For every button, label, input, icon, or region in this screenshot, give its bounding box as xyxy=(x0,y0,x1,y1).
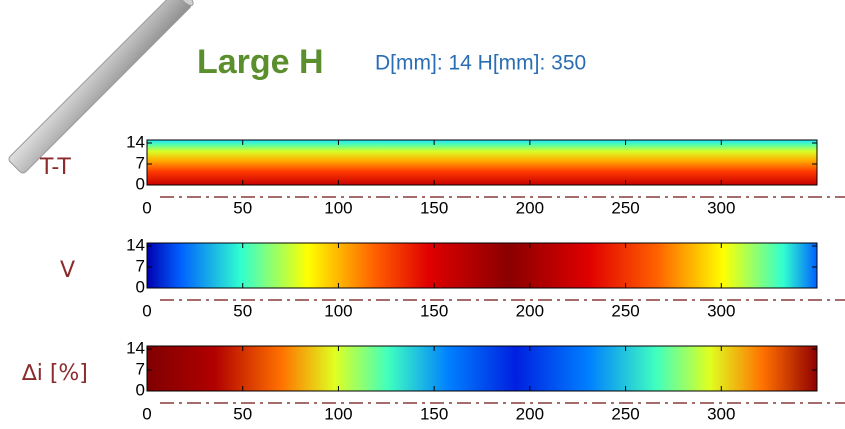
x-tick-label: 0 xyxy=(142,301,151,320)
y-tick-label: 7 xyxy=(136,359,145,378)
x-tick-label: 50 xyxy=(233,301,252,320)
y-tick-label: 14 xyxy=(126,132,145,151)
title: Large H xyxy=(197,43,324,81)
heatmap xyxy=(146,345,818,392)
x-tick-label: 250 xyxy=(611,404,639,423)
x-tick-label: 300 xyxy=(707,198,735,217)
x-tick-label: 100 xyxy=(324,198,352,217)
x-tick-label: 200 xyxy=(516,198,544,217)
x-tick-label: 300 xyxy=(707,301,735,320)
x-tick-label: 0 xyxy=(142,198,151,217)
x-tick-label: 150 xyxy=(420,404,448,423)
x-tick-label: 300 xyxy=(707,404,735,423)
plot-label: V xyxy=(60,258,75,283)
x-tick-label: 150 xyxy=(420,301,448,320)
y-tick-label: 14 xyxy=(126,235,145,254)
x-tick-label: 50 xyxy=(233,198,252,217)
x-tick-label: 100 xyxy=(324,404,352,423)
x-tick-label: 250 xyxy=(611,301,639,320)
y-tick-label: 14 xyxy=(126,338,145,357)
x-tick-label: 250 xyxy=(611,198,639,217)
plot-label: ∆i [%] xyxy=(21,361,88,386)
cylinder-icon xyxy=(8,0,194,174)
x-tick-label: 200 xyxy=(516,301,544,320)
plot-label: T-T xyxy=(39,155,71,180)
heatmap xyxy=(146,242,818,289)
x-tick-label: 200 xyxy=(516,404,544,423)
x-tick-label: 150 xyxy=(420,198,448,217)
y-tick-label: 7 xyxy=(136,153,145,172)
y-tick-label: 7 xyxy=(136,256,145,275)
y-tick-label: 0 xyxy=(136,174,145,193)
subtitle: D[mm]: 14 H[mm]: 350 xyxy=(375,52,586,75)
heatmap xyxy=(146,139,818,186)
y-tick-label: 0 xyxy=(136,277,145,296)
x-tick-label: 0 xyxy=(142,404,151,423)
y-tick-label: 0 xyxy=(136,380,145,399)
x-tick-label: 50 xyxy=(233,404,252,423)
x-tick-label: 100 xyxy=(324,301,352,320)
